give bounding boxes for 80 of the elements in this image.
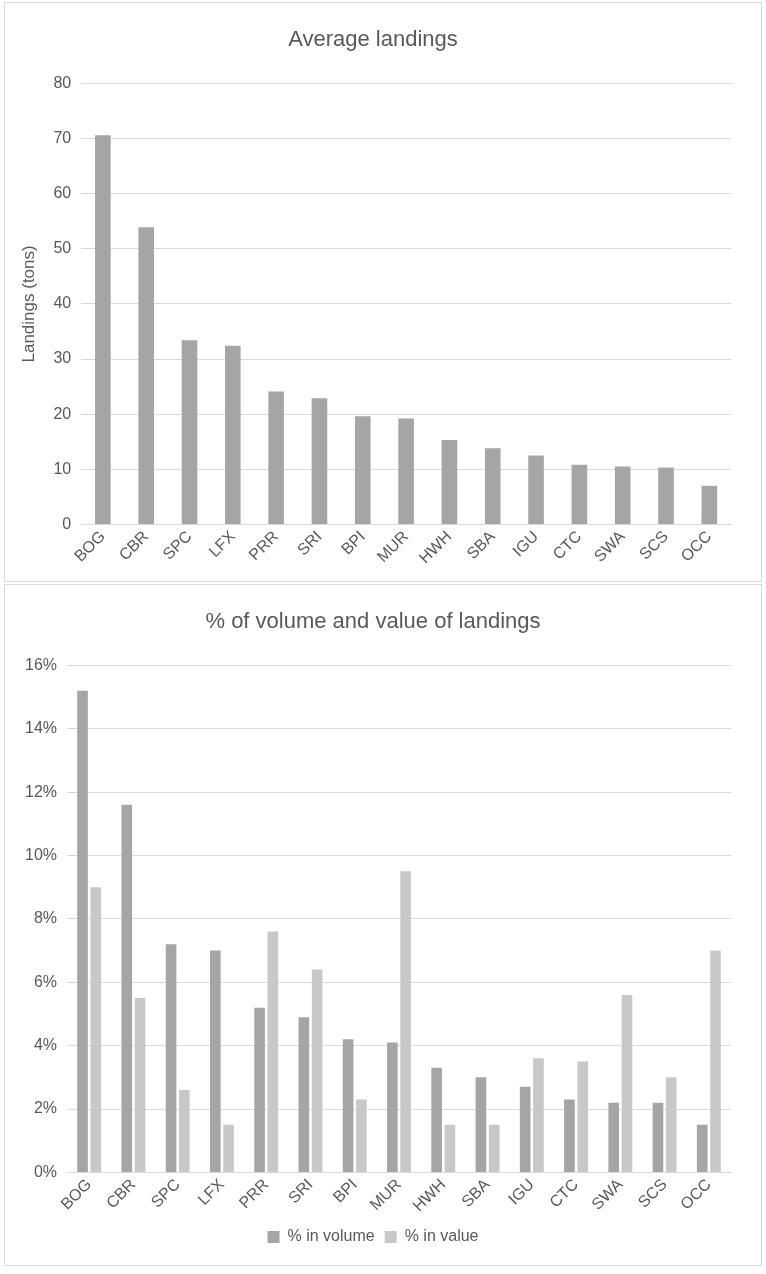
- bar: [298, 1017, 310, 1172]
- x-tick-label: IGU: [504, 1175, 538, 1208]
- bar: [665, 1077, 677, 1172]
- bar: [267, 931, 279, 1172]
- bar: [621, 994, 633, 1172]
- chart-title: Average landings: [288, 26, 458, 52]
- bar: [519, 1086, 531, 1172]
- y-tick-label: 0: [62, 514, 72, 532]
- y-tick-label: 80: [53, 73, 72, 91]
- x-tick-label: IGU: [509, 527, 542, 560]
- bar: [571, 464, 588, 524]
- bar: [444, 1124, 456, 1172]
- y-tick-label: 16%: [24, 655, 58, 673]
- y-tick-label: 0%: [33, 1162, 58, 1180]
- x-tick-label: BPI: [329, 1175, 360, 1206]
- x-tick-label: CTC: [546, 1175, 582, 1211]
- bar: [342, 1039, 354, 1172]
- y-tick-label: 50: [53, 239, 72, 257]
- bar: [387, 1042, 398, 1172]
- bar: [138, 227, 154, 524]
- bar: [223, 1124, 234, 1172]
- bar: [268, 391, 284, 524]
- bar: [210, 950, 221, 1172]
- x-tick-label: SRI: [293, 527, 325, 559]
- y-tick-label: 40: [53, 294, 72, 312]
- y-tick-label: 8%: [33, 909, 58, 927]
- y-tick-label: 4%: [33, 1036, 58, 1054]
- x-tick-label: BPI: [337, 527, 369, 558]
- bar: [696, 1124, 708, 1172]
- x-tick-label: CTC: [549, 527, 585, 563]
- y-tick-label: 12%: [24, 782, 58, 800]
- bar: [311, 398, 328, 524]
- bar: [614, 466, 631, 524]
- bar: [533, 1058, 544, 1172]
- y-tick-label: 60: [53, 184, 72, 202]
- x-tick-label: LFX: [205, 527, 239, 561]
- y-axis-title: Landings (tons): [18, 245, 38, 363]
- bar: [165, 944, 177, 1172]
- bar: [710, 950, 721, 1172]
- legend-label: % in volume: [287, 1227, 375, 1245]
- bar: [354, 416, 371, 524]
- x-tick-label: LFX: [194, 1175, 228, 1209]
- bar: [121, 804, 133, 1172]
- bar: [181, 340, 198, 524]
- bar: [77, 690, 88, 1172]
- y-tick-label: 10: [53, 459, 72, 477]
- bar: [254, 1007, 265, 1172]
- bar: [134, 998, 146, 1172]
- bar: [577, 1061, 589, 1172]
- bar: [431, 1067, 442, 1172]
- chart-title: % of volume and value of landings: [205, 608, 541, 634]
- bar: [311, 969, 323, 1172]
- bar: [225, 345, 241, 524]
- bar: [475, 1077, 487, 1172]
- bar: [400, 871, 411, 1172]
- y-tick-label: 2%: [33, 1099, 58, 1117]
- bar: [179, 1090, 190, 1172]
- x-tick-label: SBA: [458, 1175, 494, 1211]
- bar: [356, 1099, 367, 1172]
- bar: [658, 467, 674, 524]
- bar: [701, 485, 718, 524]
- bar: [95, 135, 111, 524]
- bar: [90, 887, 102, 1172]
- bar: [528, 455, 544, 524]
- y-tick-label: 6%: [33, 972, 58, 990]
- y-tick-label: 10%: [24, 845, 58, 863]
- bar: [564, 1099, 575, 1172]
- x-tick-label: SRI: [284, 1175, 316, 1207]
- y-tick-label: 20: [53, 404, 72, 422]
- legend-label: % in value: [404, 1227, 479, 1245]
- y-tick-label: 14%: [24, 719, 58, 737]
- y-tick-label: 30: [53, 349, 72, 367]
- y-tick-label: 70: [53, 128, 72, 146]
- bar: [441, 440, 458, 524]
- x-tick-label: SBA: [463, 527, 499, 563]
- bar: [608, 1102, 620, 1172]
- bar: [398, 418, 414, 524]
- bar: [484, 448, 501, 524]
- bar: [488, 1124, 500, 1172]
- bar: [652, 1102, 664, 1172]
